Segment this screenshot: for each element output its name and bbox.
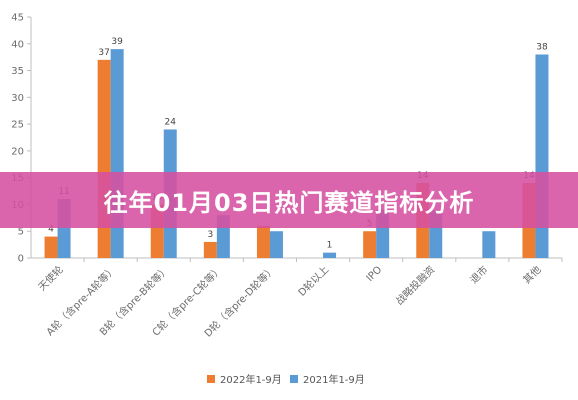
value-label: 24 (165, 117, 177, 127)
x-axis-ticks: 天使轮A轮（含pre-A轮等）B轮（含pre-B轮等）C轮（含pre-C轮等）D… (35, 263, 543, 340)
x-tick-label: 战略投融资 (393, 263, 438, 308)
legend-label: 2022年1-9月 (220, 373, 282, 386)
banner-title: 往年01月03日热门赛道指标分析 (103, 188, 475, 217)
bar-series-2022 (363, 231, 377, 258)
chart-legend: 2022年1-9月 2021年1-9月 (207, 373, 365, 386)
title-banner: 往年01月03日热门赛道指标分析 (0, 172, 578, 228)
x-tick-label: 退市 (467, 263, 490, 286)
value-label: 39 (111, 37, 123, 47)
legend-swatch (290, 375, 298, 383)
bar-series-2021 (269, 231, 283, 258)
y-tick-label: 35 (11, 66, 24, 77)
value-label: 37 (98, 48, 109, 58)
legend-swatch (207, 375, 215, 383)
y-tick-label: 0 (18, 254, 24, 265)
y-tick-label: 20 (11, 146, 24, 157)
x-tick-label: D轮以上 (295, 263, 331, 299)
bar-series-2022 (256, 225, 270, 258)
bar-series-2022 (203, 241, 217, 258)
x-tick-label: 其他 (520, 263, 543, 286)
x-tick-label: IPO (365, 264, 385, 284)
value-label: 38 (536, 42, 548, 52)
legend-label: 2021年1-9月 (303, 373, 365, 386)
y-tick-label: 5 (18, 227, 24, 238)
bar-series-2022 (97, 59, 111, 258)
value-label: 3 (207, 230, 213, 240)
y-tick-label: 25 (11, 120, 24, 131)
value-label: 4 (48, 225, 54, 235)
y-tick-label: 45 (11, 13, 24, 24)
bar-series-2021 (323, 252, 337, 258)
bars-group (44, 49, 563, 262)
bar-series-2022 (44, 236, 58, 258)
value-label: 1 (327, 241, 333, 251)
x-tick-label: 天使轮 (35, 263, 65, 293)
y-tick-label: 40 (11, 39, 24, 50)
y-tick-label: 30 (11, 93, 24, 104)
bar-series-2021 (482, 231, 496, 258)
